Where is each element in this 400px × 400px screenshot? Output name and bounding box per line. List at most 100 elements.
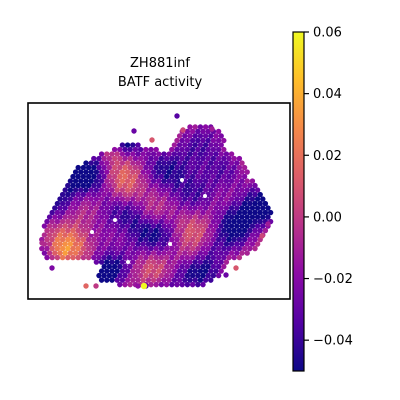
spot xyxy=(137,182,144,189)
spot xyxy=(226,236,232,243)
spot xyxy=(234,232,240,238)
spot xyxy=(106,227,113,234)
spot xyxy=(156,178,162,184)
spot xyxy=(106,218,113,225)
spot xyxy=(257,209,263,216)
spot xyxy=(215,182,222,189)
spot xyxy=(114,232,120,238)
spot xyxy=(176,205,183,211)
spot xyxy=(145,151,152,157)
spot xyxy=(179,200,185,207)
spot xyxy=(176,169,183,175)
spot xyxy=(132,218,139,225)
spot xyxy=(122,245,128,252)
spot xyxy=(119,178,126,184)
spot xyxy=(202,241,209,247)
spot xyxy=(101,200,107,207)
spot xyxy=(148,245,154,252)
spot xyxy=(145,178,152,184)
spot xyxy=(96,218,102,225)
spot xyxy=(169,254,175,261)
spot xyxy=(106,272,113,279)
spot xyxy=(213,214,219,220)
spot xyxy=(174,281,180,288)
spot xyxy=(39,245,45,252)
spot xyxy=(179,146,185,153)
spot xyxy=(228,187,235,193)
spot xyxy=(111,173,118,180)
spot xyxy=(88,160,94,166)
spot xyxy=(98,241,105,247)
spot xyxy=(122,263,128,270)
spot xyxy=(184,164,191,171)
spot xyxy=(215,137,222,144)
spot xyxy=(215,164,222,171)
spot xyxy=(208,250,214,256)
spot xyxy=(132,200,139,207)
spot xyxy=(101,155,107,162)
spot xyxy=(46,241,53,247)
spot xyxy=(254,205,261,211)
spot xyxy=(156,250,162,256)
spot xyxy=(135,259,141,265)
spot xyxy=(210,272,217,279)
spot xyxy=(143,272,149,279)
spot xyxy=(223,160,230,166)
spot xyxy=(174,272,180,279)
spot xyxy=(57,241,63,247)
spot xyxy=(148,227,154,234)
spot xyxy=(117,281,123,288)
spot xyxy=(187,142,193,148)
spot xyxy=(93,205,100,211)
spot xyxy=(80,254,87,261)
spot xyxy=(85,254,92,261)
spot-gap xyxy=(168,242,172,246)
spot xyxy=(59,200,66,207)
spot xyxy=(166,223,172,229)
spot xyxy=(70,182,76,189)
spot xyxy=(244,250,250,256)
spot xyxy=(158,200,165,207)
spot xyxy=(137,254,144,261)
spot xyxy=(62,205,68,211)
spot xyxy=(197,178,204,184)
spot xyxy=(150,223,157,229)
spot xyxy=(241,182,248,189)
spot xyxy=(149,137,155,143)
spot xyxy=(117,236,123,243)
spot xyxy=(202,169,209,175)
spot xyxy=(153,146,159,153)
spot xyxy=(145,277,152,283)
spot xyxy=(192,214,198,220)
spot xyxy=(210,146,217,153)
spot xyxy=(215,209,222,216)
spot xyxy=(67,232,74,238)
spot xyxy=(200,146,206,153)
spot xyxy=(114,178,120,184)
spot xyxy=(153,263,159,270)
spot xyxy=(88,205,94,211)
spot xyxy=(65,227,71,234)
spot xyxy=(254,232,261,238)
spot xyxy=(117,200,123,207)
spot xyxy=(140,214,146,220)
spot xyxy=(96,254,102,261)
spot xyxy=(72,223,79,229)
spot xyxy=(91,182,97,189)
spot xyxy=(200,182,206,189)
spot xyxy=(135,178,141,184)
spot xyxy=(49,209,55,216)
spot xyxy=(171,277,178,283)
spot xyxy=(111,200,118,207)
spot xyxy=(67,223,74,229)
spot xyxy=(96,155,102,162)
spot xyxy=(158,164,165,171)
spot xyxy=(59,191,66,198)
spot xyxy=(93,178,100,184)
spot xyxy=(218,160,224,166)
spot xyxy=(169,182,175,189)
spot xyxy=(153,254,159,261)
spot xyxy=(169,281,175,288)
spot xyxy=(124,187,131,193)
spot xyxy=(174,191,180,198)
